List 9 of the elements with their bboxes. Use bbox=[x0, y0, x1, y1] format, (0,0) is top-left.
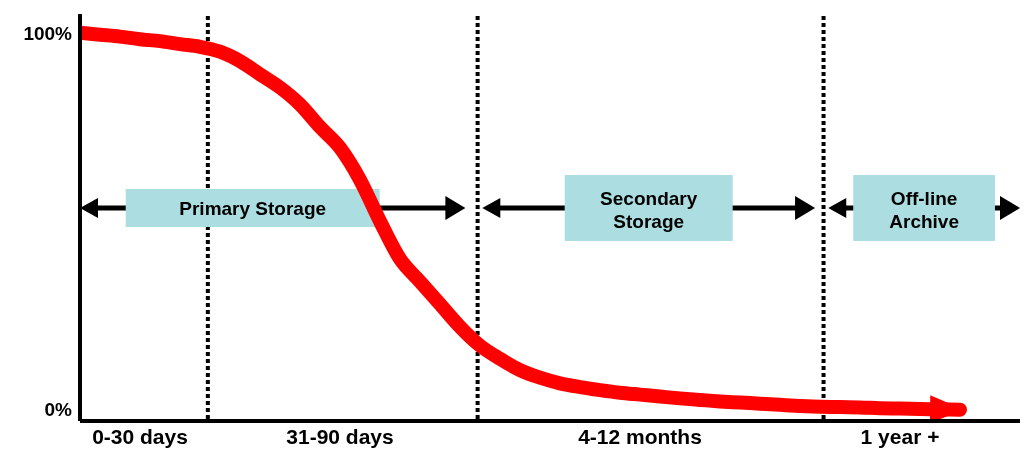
x-tick-label: 1 year + bbox=[860, 424, 940, 448]
y-tick-label: 100% bbox=[23, 22, 73, 44]
x-tick-label: 4-12 months bbox=[578, 424, 702, 448]
annotation: Off-line Archive bbox=[889, 188, 959, 232]
annotation: Secondary Storage bbox=[600, 188, 698, 232]
y-tick-label: 0% bbox=[44, 399, 73, 421]
x-tick-label: 0-30 days bbox=[92, 424, 188, 448]
x-tick-label: 31-90 days bbox=[286, 424, 394, 448]
annotation: Primary Storage bbox=[179, 197, 327, 219]
